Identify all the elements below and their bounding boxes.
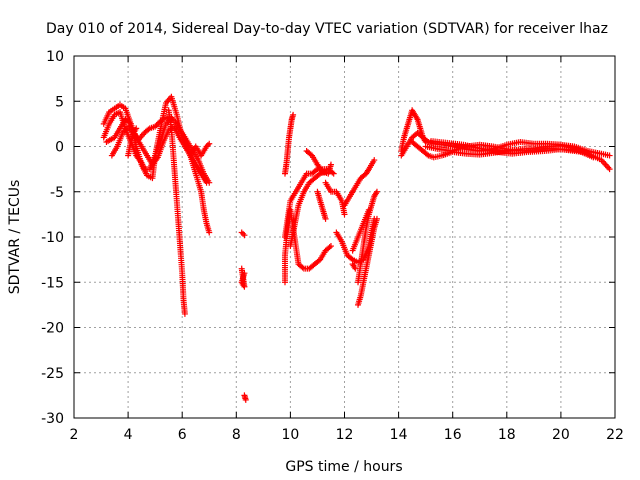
data-point: [154, 120, 161, 127]
data-point: [373, 188, 380, 195]
y-tick-label: -25: [41, 366, 64, 382]
data-point: [371, 157, 378, 164]
data-point: [365, 206, 372, 213]
data-point: [203, 143, 210, 150]
x-tick-label: 6: [178, 427, 187, 443]
y-tick-labels: 10 5 0 -5 -10 -15 -20 -25 -30: [41, 49, 64, 427]
data-point: [313, 167, 320, 174]
x-tick-label: 16: [444, 427, 462, 443]
x-tick-label: 4: [124, 427, 133, 443]
chart-title: Day 010 of 2014, Sidereal Day-to-day VTE…: [46, 21, 608, 37]
data-point: [606, 152, 613, 159]
x-tick-label: 20: [552, 427, 570, 443]
data-point: [206, 179, 213, 186]
data-point: [133, 125, 140, 132]
x-tick-labels: 2 4 6 8 10 12 14 16 18 20 22: [70, 427, 624, 443]
data-point: [299, 264, 306, 271]
x-tick-label: 18: [498, 427, 516, 443]
data-point: [156, 119, 163, 126]
data-point: [206, 140, 213, 147]
x-tick-label: 22: [606, 427, 624, 443]
data-point: [290, 111, 297, 118]
y-tick-label: -15: [41, 275, 64, 291]
data-point: [348, 255, 355, 262]
data-point: [241, 232, 248, 239]
data-point: [126, 119, 133, 126]
y-tick-label: 5: [55, 94, 64, 110]
data-point: [238, 229, 245, 236]
x-tick-label: 12: [336, 427, 354, 443]
x-axis-label: GPS time / hours: [285, 459, 402, 475]
data-point: [590, 154, 597, 161]
data-point: [240, 230, 247, 237]
data-point: [330, 170, 337, 177]
x-tick-label: 10: [281, 427, 299, 443]
x-tick-label: 14: [390, 427, 408, 443]
axis-ticks: [73, 55, 616, 419]
data-point: [181, 310, 188, 317]
data-point: [242, 396, 249, 403]
data-point: [241, 270, 248, 277]
y-tick-label: -5: [50, 185, 64, 201]
data-point: [326, 244, 333, 251]
x-tick-label: 8: [232, 427, 241, 443]
data-points: [100, 93, 613, 403]
data-point: [322, 215, 329, 222]
data-point: [327, 161, 334, 168]
data-point: [373, 215, 380, 222]
x-tick-label: 2: [70, 427, 79, 443]
grid-lines: [74, 56, 615, 418]
data-point: [206, 229, 213, 236]
data-point: [424, 151, 431, 158]
data-point: [341, 211, 348, 218]
y-tick-label: 0: [55, 140, 64, 156]
y-tick-label: -10: [41, 230, 64, 246]
y-tick-label: -30: [41, 411, 64, 427]
data-point: [152, 123, 159, 130]
data-point: [327, 243, 334, 250]
data-point: [153, 122, 160, 129]
data-point: [606, 166, 613, 173]
y-tick-label: -20: [41, 321, 64, 337]
y-tick-label: 10: [46, 49, 64, 65]
y-axis-label: SDTVAR / TECUs: [7, 180, 23, 295]
data-point: [315, 171, 322, 178]
data-point: [204, 142, 211, 149]
data-point: [145, 126, 152, 133]
